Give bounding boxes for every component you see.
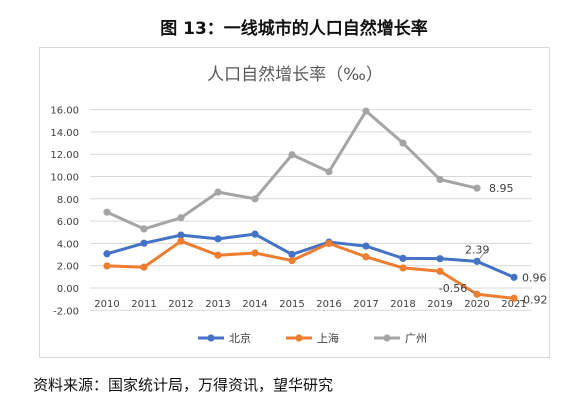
legend-marker	[207, 334, 215, 342]
data-point	[288, 256, 296, 265]
data-point	[177, 214, 185, 222]
x-tick-label: 2018	[390, 299, 415, 310]
data-point	[140, 225, 148, 233]
data-point	[436, 267, 444, 275]
y-tick-label: 14.00	[50, 128, 79, 139]
data-point	[473, 184, 481, 192]
data-labels: 8.95 2.39 0.96 -0.56 -0.92	[439, 182, 548, 306]
y-tick-label: 0.00	[57, 284, 79, 295]
x-tick-label: 2021	[501, 299, 526, 310]
x-tick-label: 2010	[94, 299, 119, 310]
y-tick-label: 8.00	[57, 195, 79, 206]
data-label: -0.56	[439, 282, 467, 295]
series-line	[106, 239, 515, 300]
legend: 北京 上海 广州	[198, 331, 427, 345]
data-point	[399, 264, 407, 272]
data-point	[214, 188, 222, 196]
label-leader	[468, 289, 476, 294]
legend-marker	[383, 334, 391, 342]
data-point	[177, 231, 185, 239]
data-label: 0.96	[522, 271, 547, 284]
series-lines	[103, 107, 518, 302]
data-point	[288, 151, 296, 159]
data-point	[362, 242, 370, 250]
x-axis-tick-labels: 2010 2011 2012 2013 2014 2015 2016 2017 2018 2019…	[94, 299, 526, 310]
x-tick-label: 2015	[279, 299, 304, 310]
data-label: 8.95	[489, 182, 514, 195]
y-tick-label: 2.00	[57, 262, 79, 273]
legend-label: 上海	[317, 331, 339, 345]
data-label: 2.39	[465, 243, 490, 256]
y-tick-label: 12.00	[50, 150, 79, 161]
x-tick-label: 2016	[316, 299, 341, 310]
legend-marker	[295, 334, 303, 342]
data-point	[140, 239, 148, 247]
data-point	[510, 294, 518, 302]
y-tick-label: 4.00	[57, 239, 79, 250]
x-tick-label: 2013	[205, 299, 230, 310]
data-point	[325, 168, 333, 176]
data-point	[325, 239, 333, 247]
data-point	[473, 290, 481, 298]
legend-label: 广州	[405, 332, 427, 345]
x-tick-label: 2011	[131, 299, 156, 310]
data-label: -0.92	[519, 293, 547, 306]
data-point	[362, 253, 370, 261]
x-tick-label: 2017	[353, 299, 378, 310]
data-point	[473, 257, 481, 265]
figure-title: 图 13：一线城市的人口自然增长率	[160, 19, 428, 39]
data-point	[288, 250, 296, 259]
x-tick-label: 2014	[242, 299, 267, 310]
data-point	[177, 237, 185, 245]
y-tick-label: 16.00	[50, 106, 79, 117]
data-point	[103, 262, 111, 270]
data-point	[399, 254, 407, 262]
label-leader	[478, 249, 488, 260]
data-point	[103, 250, 111, 258]
series-line	[106, 109, 478, 231]
chart-title: 人口自然增长率（‰）	[207, 65, 383, 85]
y-tick-label: 10.00	[50, 173, 79, 184]
data-point	[362, 107, 370, 115]
y-axis-tick-labels: 16.00 14.00 12.00 10.00 8.00 6.00 4.00 2.00 0.00…	[50, 106, 79, 318]
legend-label: 北京	[229, 331, 251, 345]
gridlines	[90, 109, 532, 311]
x-tick-label: 2012	[168, 299, 193, 310]
x-tick-label: 2019	[427, 299, 452, 310]
data-point	[510, 273, 518, 281]
data-point	[251, 249, 259, 257]
data-point	[251, 230, 259, 238]
data-point	[140, 263, 148, 271]
data-point	[399, 139, 407, 147]
data-point	[103, 208, 111, 216]
y-tick-label: 6.00	[57, 217, 79, 228]
chart-area	[39, 47, 550, 358]
source-note: 资料来源：国家统计局，万得资讯，望华研究	[33, 376, 334, 394]
data-point	[436, 255, 444, 263]
y-tick-label: -2.00	[53, 306, 79, 317]
data-point	[214, 251, 222, 259]
series-line	[106, 232, 515, 279]
data-point	[251, 195, 259, 203]
data-point	[214, 235, 222, 243]
x-tick-label: 2020	[464, 299, 489, 310]
data-point	[436, 175, 444, 184]
